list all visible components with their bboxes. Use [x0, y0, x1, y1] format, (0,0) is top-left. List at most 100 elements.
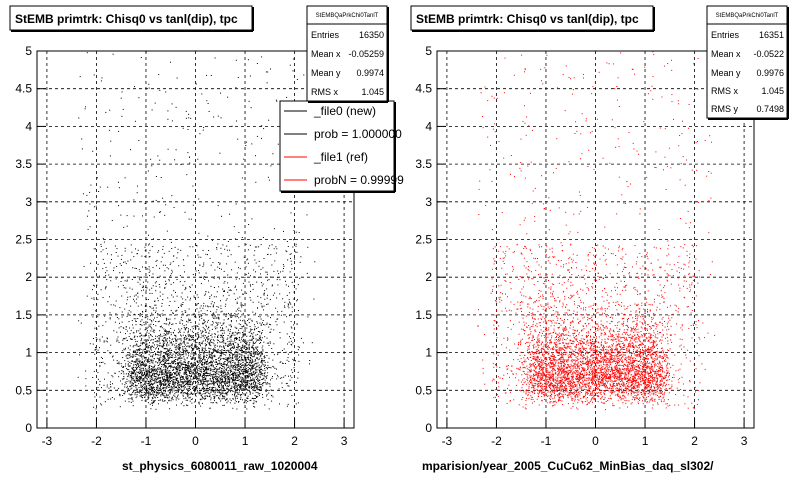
scatter-point	[106, 279, 108, 281]
scatter-point	[123, 366, 125, 368]
scatter-point	[207, 336, 209, 338]
scatter-point	[171, 344, 173, 346]
scatter-point	[171, 377, 173, 379]
scatter-point	[241, 289, 243, 291]
scatter-point	[197, 390, 198, 392]
scatter-point	[200, 283, 202, 285]
scatter-point	[134, 372, 136, 374]
scatter-point	[162, 399, 163, 401]
scatter-point	[231, 350, 233, 352]
scatter-point	[212, 380, 214, 382]
scatter-point	[187, 368, 189, 370]
scatter-point	[170, 375, 172, 377]
scatter-point	[151, 396, 153, 398]
scatter-point	[245, 353, 247, 355]
scatter-point	[175, 345, 177, 347]
scatter-point	[158, 344, 160, 346]
scatter-point	[258, 276, 259, 278]
scatter-point	[238, 232, 240, 233]
scatter-point	[158, 74, 160, 76]
scatter-point	[136, 357, 138, 359]
scatter-point	[162, 248, 164, 250]
scatter-point	[135, 376, 137, 378]
scatter-point	[149, 319, 151, 321]
scatter-point	[172, 380, 174, 382]
scatter-point	[262, 320, 264, 321]
scatter-point	[245, 379, 247, 381]
scatter-point	[185, 336, 187, 338]
scatter-point	[206, 74, 207, 76]
scatter-point	[206, 381, 208, 383]
scatter-point	[218, 391, 220, 393]
scatter-point	[185, 399, 187, 401]
scatter-point	[260, 282, 262, 284]
scatter-point	[202, 326, 204, 328]
scatter-point	[205, 305, 207, 307]
scatter-point	[176, 363, 178, 365]
scatter-point	[269, 299, 271, 301]
scatter-point	[235, 380, 237, 382]
scatter-point	[187, 385, 189, 387]
scatter-point	[137, 354, 139, 356]
scatter-point	[169, 323, 171, 324]
scatter-point	[140, 304, 142, 306]
scatter-point	[105, 275, 107, 277]
scatter-point	[209, 380, 211, 382]
scatter-point	[189, 387, 190, 389]
scatter-point	[177, 345, 179, 347]
scatter-point	[128, 380, 130, 382]
scatter-point	[229, 340, 231, 342]
scatter-point	[188, 335, 190, 337]
scatter-point	[131, 384, 133, 386]
scatter-point	[197, 373, 199, 374]
scatter-point	[198, 347, 200, 349]
scatter-point	[178, 353, 180, 355]
scatter-point	[178, 354, 180, 356]
scatter-point	[234, 366, 236, 368]
scatter-point	[164, 381, 166, 383]
scatter-point	[198, 373, 200, 374]
scatter-point	[249, 393, 251, 395]
scatter-point	[262, 385, 264, 387]
scatter-point	[227, 392, 229, 393]
scatter-point	[222, 337, 223, 339]
scatter-point	[234, 326, 236, 328]
scatter-point	[298, 354, 300, 356]
scatter-point	[158, 354, 160, 356]
scatter-point	[230, 353, 232, 355]
scatter-point	[144, 373, 145, 375]
scatter-point	[270, 317, 271, 319]
scatter-point	[252, 343, 254, 345]
scatter-point	[160, 367, 161, 369]
scatter-point	[257, 387, 259, 389]
scatter-point	[116, 340, 118, 342]
scatter-point	[170, 387, 172, 389]
scatter-point	[163, 348, 165, 350]
scatter-point	[271, 314, 272, 316]
scatter-point	[166, 394, 168, 396]
scatter-point	[183, 361, 185, 363]
scatter-point	[172, 323, 174, 325]
scatter-point	[202, 368, 204, 370]
scatter-point	[193, 295, 195, 297]
scatter-point	[199, 355, 201, 357]
scatter-point	[188, 383, 190, 385]
scatter-point	[207, 254, 208, 256]
scatter-point	[163, 345, 165, 346]
scatter-point	[185, 364, 187, 366]
scatter-point	[151, 321, 153, 323]
scatter-point	[235, 366, 237, 368]
scatter-point	[219, 387, 221, 388]
scatter-point	[298, 314, 300, 316]
scatter-point	[204, 313, 206, 315]
scatter-point	[206, 363, 208, 365]
scatter-point	[147, 373, 149, 375]
scatter-point	[296, 300, 298, 302]
scatter-point	[240, 394, 242, 396]
scatter-point	[160, 211, 161, 213]
scatter-point	[109, 109, 111, 111]
scatter-point	[138, 349, 140, 351]
scatter-point	[149, 371, 151, 373]
scatter-point	[256, 63, 258, 64]
scatter-point	[205, 369, 207, 371]
